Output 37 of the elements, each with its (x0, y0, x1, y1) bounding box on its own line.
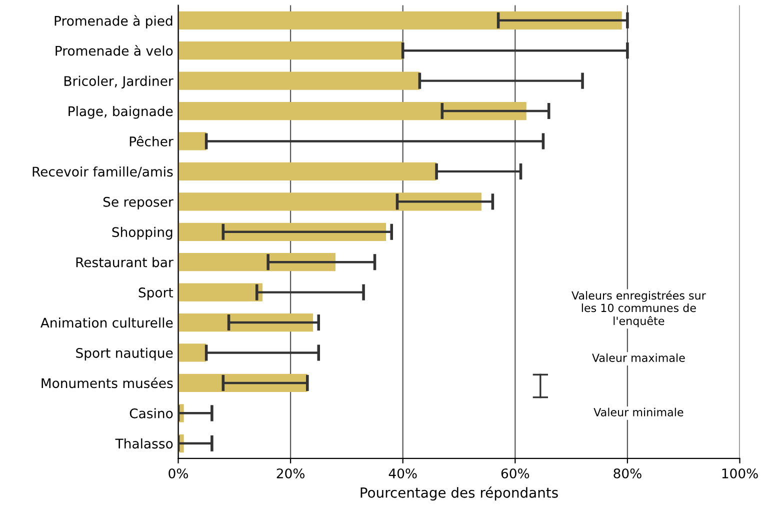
bar (178, 344, 206, 362)
y-tick-label: Sport (138, 288, 174, 300)
y-tick-label: Plage, baignade (68, 106, 173, 119)
annotation: Valeurs enregistrées sur les 10 communes de l'enquête (572, 290, 706, 328)
y-tick-label: Monuments musées (42, 377, 173, 388)
y-tick-label: Promenade à pied (54, 15, 172, 28)
bar (178, 72, 420, 90)
annotation: Valeur maximale (592, 353, 685, 362)
y-tick-label: Bricoler, Jardiner (64, 76, 174, 88)
y-tick-label: Animation culturelle (40, 318, 173, 328)
bar (178, 313, 314, 332)
y-tick-label: Thalasso (115, 438, 173, 449)
x-axis-title: Pourcentage des répondants (360, 486, 558, 501)
y-tick-label: Restaurant bar (76, 257, 174, 268)
y-tick-label: Casino (130, 408, 173, 418)
x-tick-label: 20% (276, 468, 304, 478)
y-tick-label: Pêcher (130, 136, 174, 146)
bar (178, 162, 437, 181)
y-tick-label: Promenade à velo (56, 45, 173, 56)
x-tick-label: 40% (388, 468, 417, 478)
annotation: Valeur minimale (594, 408, 684, 416)
y-tick-label: Sport nautique (76, 348, 173, 360)
bar (178, 374, 308, 392)
x-tick-label: 100% (722, 468, 758, 478)
y-tick-label: Recevoir famille/amis (32, 166, 173, 178)
bar (178, 132, 206, 150)
x-tick-label: 80% (614, 468, 642, 478)
bar (178, 102, 526, 120)
bar (178, 283, 262, 302)
bar (178, 253, 336, 272)
y-tick-label: Se reposer (103, 196, 174, 210)
x-tick-label: 0% (168, 468, 188, 478)
bar (178, 192, 482, 211)
y-tick-label: Shopping (112, 226, 172, 240)
bar (178, 42, 403, 60)
bar (178, 11, 622, 30)
x-tick-label: 60% (501, 468, 530, 478)
